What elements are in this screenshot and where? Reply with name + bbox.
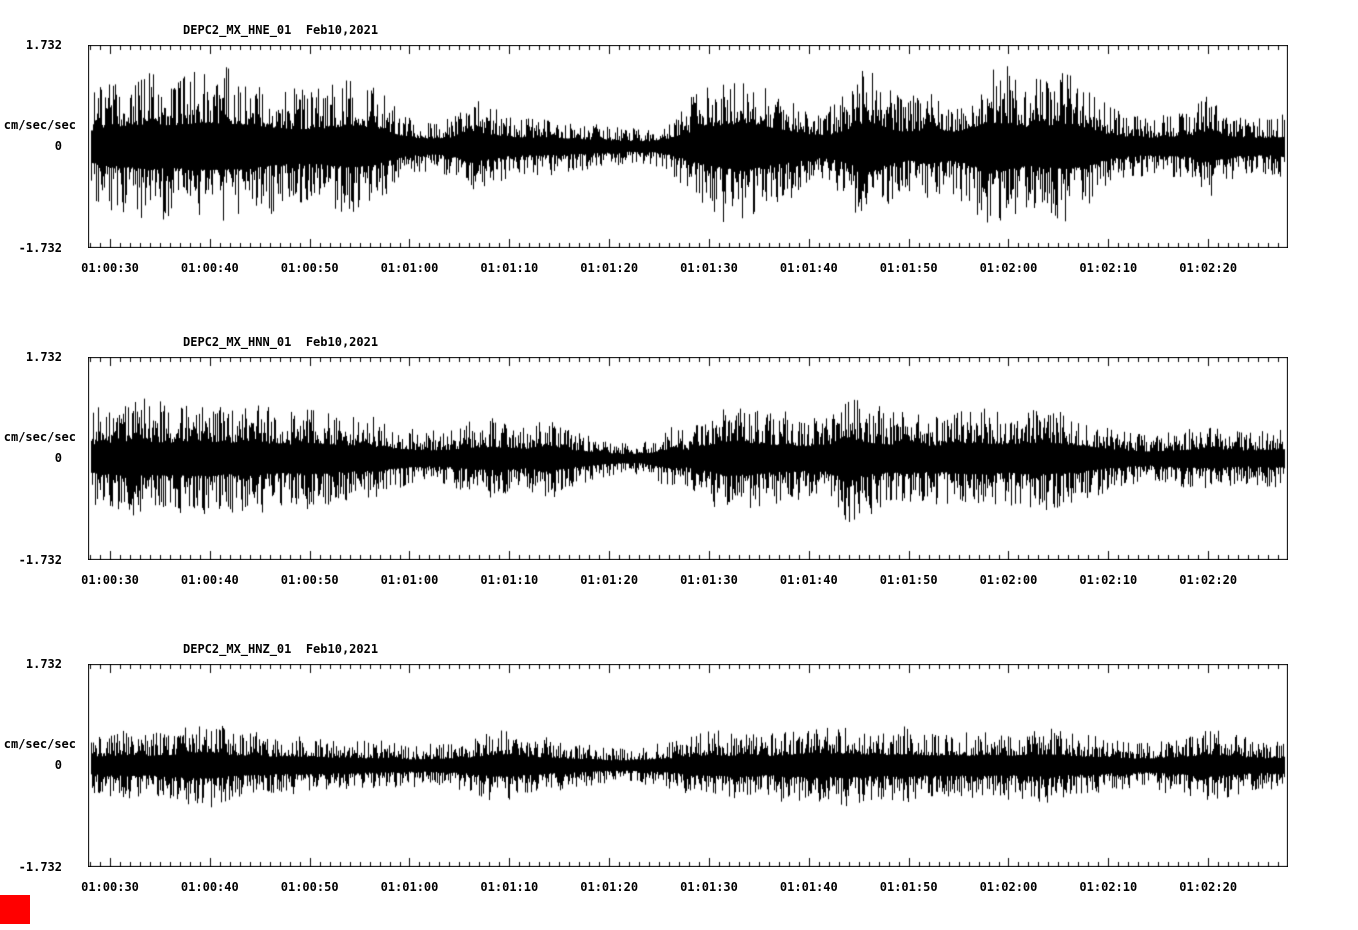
y-axis-zero-label: 0 (54, 451, 62, 465)
x-tick-label: 01:01:00 (380, 573, 439, 587)
x-tick-label: 01:02:20 (1179, 261, 1238, 275)
x-tick-label: 01:02:10 (1079, 880, 1138, 894)
panel-title: DEPC2_MX_HNN_01 Feb10,2021 (183, 335, 379, 349)
y-axis-zero-label: 0 (54, 139, 62, 153)
y-axis-unit-label: cm/sec/sec (3, 118, 76, 132)
panel-title: DEPC2_MX_HNE_01 Feb10,2021 (183, 23, 379, 37)
x-tick-label: 01:00:30 (81, 880, 139, 894)
x-tick-label: 01:01:30 (680, 261, 738, 275)
x-tick-label: 01:00:40 (180, 261, 239, 275)
y-axis-max-label: 1.732 (25, 350, 62, 364)
waveform-canvas (88, 45, 1288, 248)
x-tick-label: 01:02:10 (1079, 573, 1138, 587)
x-tick-label: 01:01:40 (779, 880, 838, 894)
seismogram-panel: DEPC2_MX_HNE_01 Feb10,2021 1.732 cm/sec/… (0, 11, 1358, 311)
y-axis-min-label: -1.732 (18, 860, 62, 874)
seismogram-panel: DEPC2_MX_HNZ_01 Feb10,2021 1.732 cm/sec/… (0, 630, 1358, 930)
x-tick-label: 01:00:50 (280, 573, 339, 587)
red-corner-marker (0, 895, 30, 924)
x-tick-label: 01:00:50 (280, 880, 339, 894)
x-tick-label: 01:01:40 (779, 261, 838, 275)
y-axis-min-label: -1.732 (18, 241, 62, 255)
x-tick-label: 01:02:20 (1179, 880, 1238, 894)
x-tick-label: 01:01:10 (480, 880, 539, 894)
x-tick-label: 01:02:10 (1079, 261, 1138, 275)
waveform-canvas (88, 664, 1288, 867)
x-tick-label: 01:01:00 (380, 880, 439, 894)
x-tick-label: 01:01:20 (580, 573, 639, 587)
y-axis-max-label: 1.732 (25, 657, 62, 671)
waveform-canvas (88, 357, 1288, 560)
x-tick-label: 01:01:50 (879, 880, 938, 894)
x-tick-label: 01:01:30 (680, 880, 738, 894)
x-tick-label: 01:01:50 (879, 573, 938, 587)
x-tick-label: 01:01:10 (480, 261, 539, 275)
x-tick-label: 01:01:20 (580, 261, 639, 275)
x-tick-label: 01:01:40 (779, 573, 838, 587)
x-tick-label: 01:02:00 (979, 261, 1038, 275)
x-tick-label: 01:02:20 (1179, 573, 1238, 587)
y-axis-unit-label: cm/sec/sec (3, 737, 76, 751)
x-tick-label: 01:00:30 (81, 261, 139, 275)
x-tick-label: 01:01:10 (480, 573, 539, 587)
seismogram-panel: DEPC2_MX_HNN_01 Feb10,2021 1.732 cm/sec/… (0, 323, 1358, 623)
y-axis-max-label: 1.732 (25, 38, 62, 52)
x-tick-label: 01:01:30 (680, 573, 738, 587)
x-tick-label: 01:01:20 (580, 880, 639, 894)
x-tick-label: 01:02:00 (979, 573, 1038, 587)
x-tick-label: 01:01:50 (879, 261, 938, 275)
y-axis-unit-label: cm/sec/sec (3, 430, 76, 444)
x-tick-label: 01:00:40 (180, 880, 239, 894)
y-axis-zero-label: 0 (54, 758, 62, 772)
x-tick-label: 01:00:30 (81, 573, 139, 587)
x-tick-label: 01:00:50 (280, 261, 339, 275)
x-tick-label: 01:02:00 (979, 880, 1038, 894)
panel-title: DEPC2_MX_HNZ_01 Feb10,2021 (183, 642, 379, 656)
x-tick-label: 01:01:00 (380, 261, 439, 275)
x-tick-label: 01:00:40 (180, 573, 239, 587)
y-axis-min-label: -1.732 (18, 553, 62, 567)
